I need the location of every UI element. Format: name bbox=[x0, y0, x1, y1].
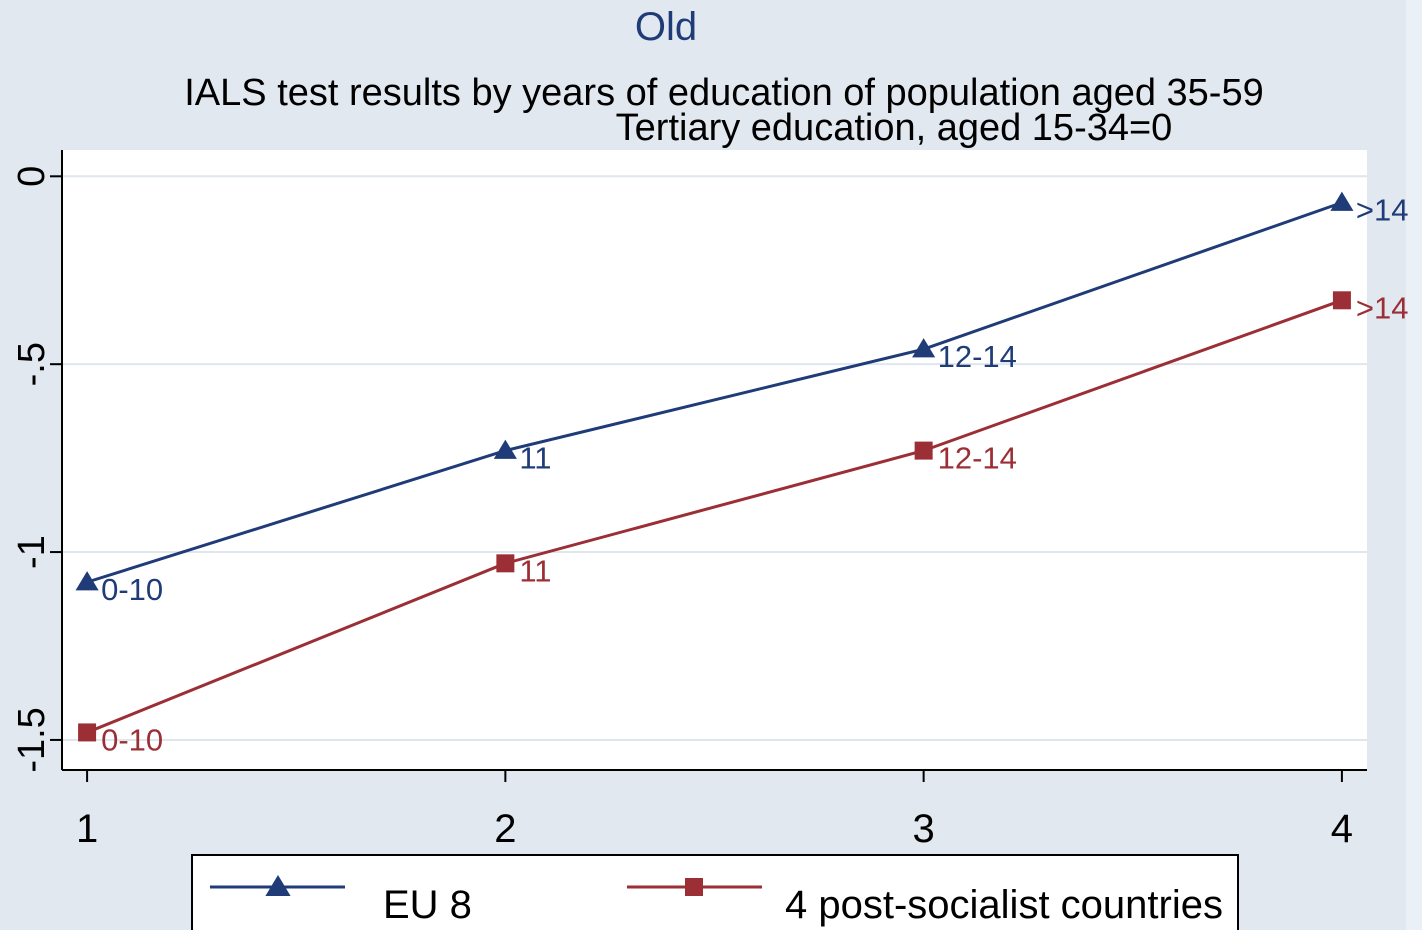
series-0-point-label-0: 0-10 bbox=[101, 572, 163, 607]
series-layer: 0-10 11 12-14 >14 0-10 11 12-14 >14 bbox=[75, 191, 1409, 757]
right-edge-strip bbox=[1406, 0, 1422, 930]
x-tick-label-3: 4 bbox=[1331, 807, 1353, 851]
series-0-point-3 bbox=[1330, 191, 1354, 211]
series-1-point-3 bbox=[1332, 291, 1351, 310]
series-0-point-label-1: 11 bbox=[519, 441, 551, 476]
series-0-point-1 bbox=[493, 439, 517, 459]
chart-subtitle: IALS test results by years of education … bbox=[184, 72, 1263, 114]
y-tick-label-3: -1.5 bbox=[11, 707, 53, 772]
y-tick-label-2: -1 bbox=[11, 535, 53, 569]
gridlines bbox=[62, 175, 1367, 741]
series-0-point-label-2: 12-14 bbox=[938, 339, 1017, 374]
y-tick-label-1: -.5 bbox=[11, 342, 53, 386]
series-1-point-0 bbox=[78, 723, 97, 742]
tick-labels: 0 -.5 -1 -1.5 1 2 3 4 bbox=[11, 166, 1353, 851]
x-tick-label-0: 1 bbox=[76, 807, 98, 851]
series-1-point-label-3: >14 bbox=[1356, 290, 1409, 325]
series-0-point-0 bbox=[75, 571, 99, 591]
series-line-0 bbox=[86, 201, 1343, 584]
legend: EU 8 4 post-socialist countries bbox=[191, 854, 1239, 935]
y-tick-label-0: 0 bbox=[11, 166, 53, 187]
chart-title: Old bbox=[635, 5, 697, 49]
series-1-point-2 bbox=[914, 441, 933, 460]
series-1: 0-10 11 12-14 >14 bbox=[78, 290, 1408, 757]
series-1-point-label-0: 0-10 bbox=[101, 722, 163, 757]
series-1-point-label-2: 12-14 bbox=[938, 441, 1017, 476]
legend-marker-eu8 bbox=[265, 875, 291, 896]
series-line-1 bbox=[86, 298, 1343, 734]
series-0-point-2 bbox=[912, 338, 936, 358]
legend-marker-post-socialist bbox=[685, 878, 703, 896]
legend-label-eu8: EU 8 bbox=[383, 883, 472, 927]
x-tick-label-2: 3 bbox=[913, 807, 935, 851]
series-1-point-1 bbox=[496, 554, 515, 573]
legend-box bbox=[191, 854, 1239, 935]
series-0-point-label-3: >14 bbox=[1356, 193, 1409, 228]
series-0: 0-10 11 12-14 >14 bbox=[75, 191, 1409, 607]
axes bbox=[61, 150, 1367, 771]
chart-subtitle-2: Tertiary education, aged 15-34=0 bbox=[616, 107, 1173, 149]
legend-label-post-socialist: 4 post-socialist countries bbox=[785, 883, 1223, 927]
series-1-point-label-1: 11 bbox=[519, 553, 551, 588]
x-tick-label-1: 2 bbox=[494, 807, 516, 851]
plot-area bbox=[62, 150, 1367, 770]
